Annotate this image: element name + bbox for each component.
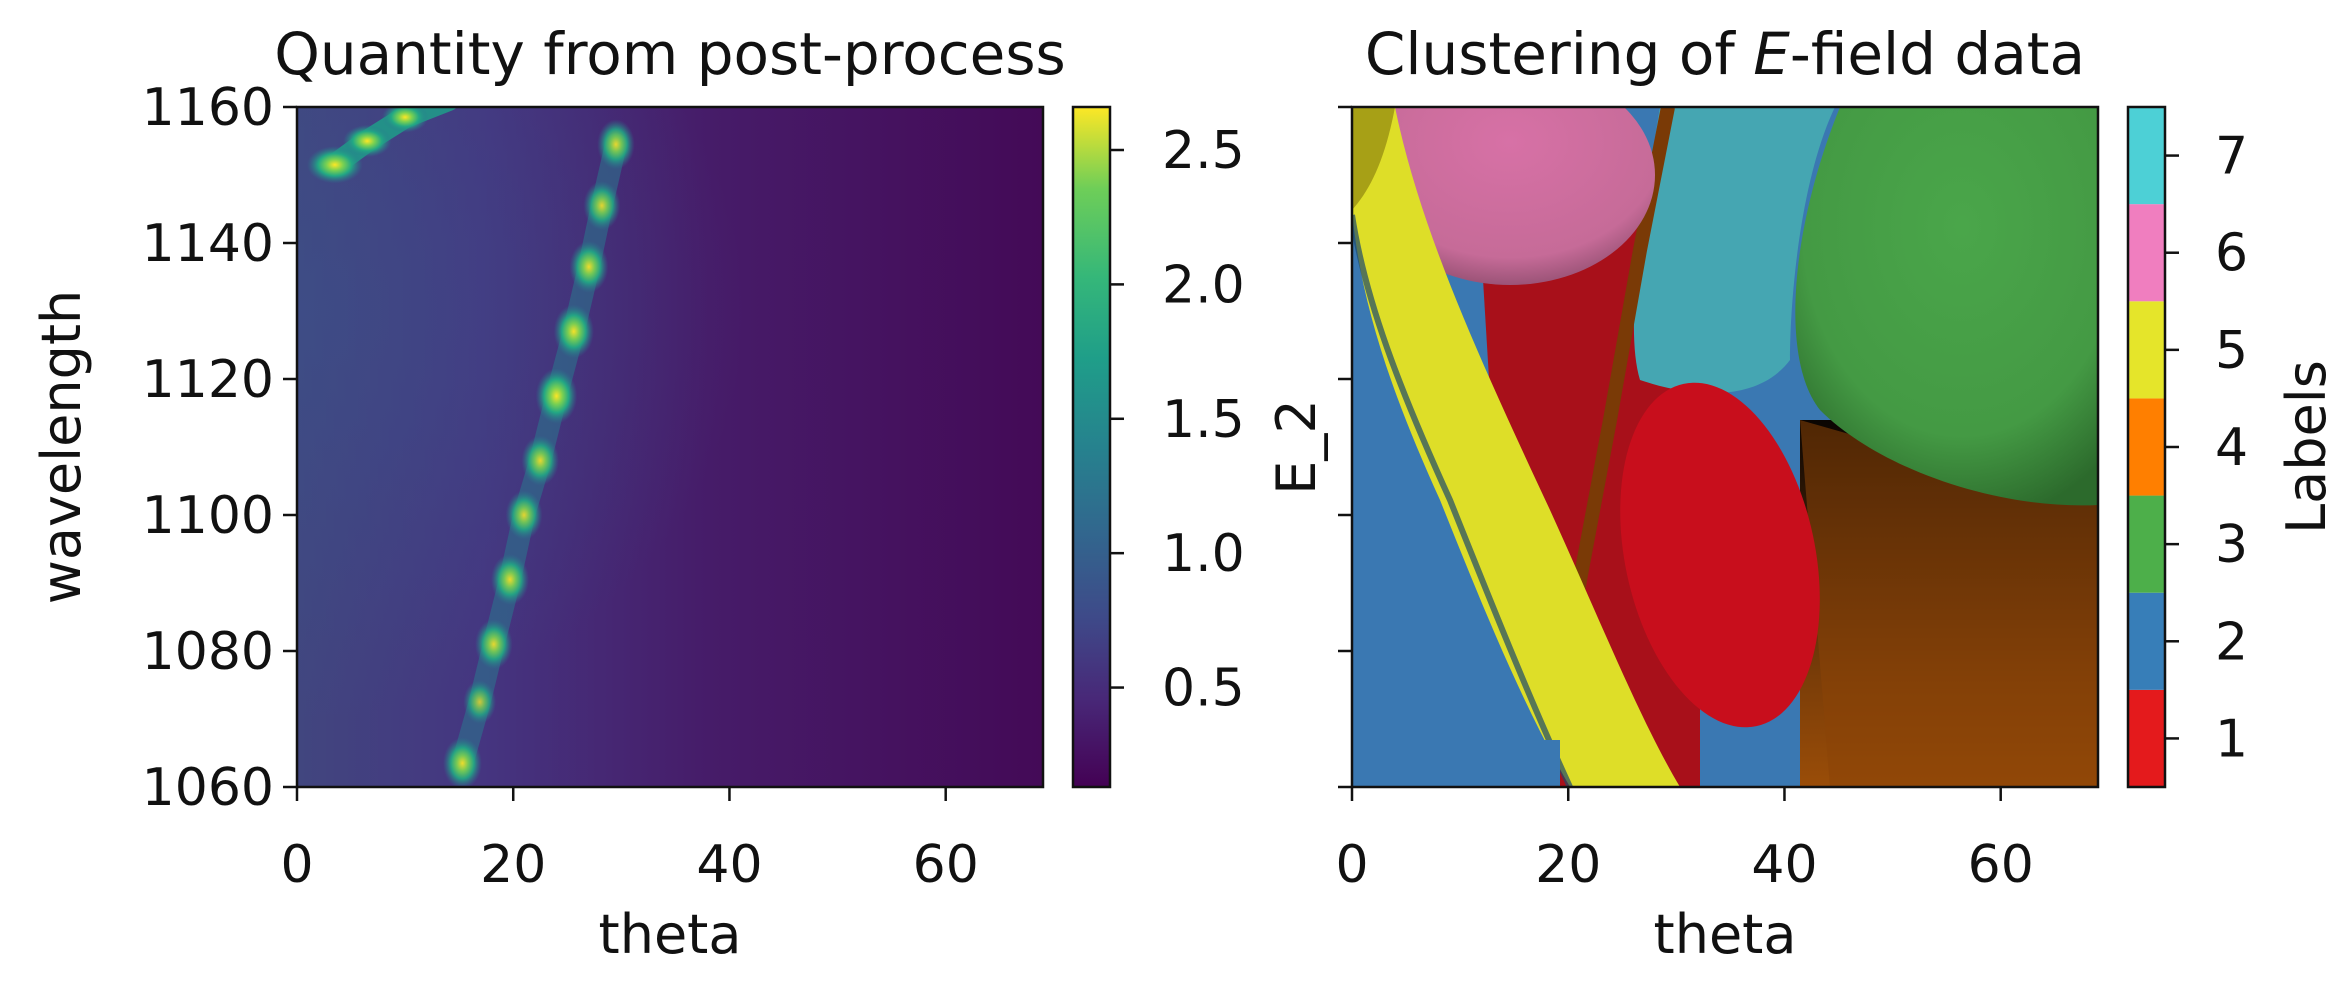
resonance-band	[306, 107, 635, 787]
cluster-region-3	[1795, 107, 2098, 506]
resonance-point	[569, 240, 609, 293]
left-y-axis-label: wavelength	[30, 290, 93, 605]
heatmap-left: 0 20 40 60 1060 1080 1100 1120 1140 1160 Quantit…	[30, 20, 1066, 966]
cluster-region-5	[1352, 107, 1680, 787]
y-tick-label: 1060	[142, 758, 274, 818]
y-tick-label: 1080	[142, 622, 274, 682]
x-tick-label: 60	[913, 835, 979, 895]
heatmap-left-frame	[295, 105, 1045, 789]
colorbar-segment	[2128, 107, 2165, 205]
heatmap-right: 0 20 40 60 Clustering of E-field data theta…	[1265, 20, 2100, 966]
colorbar-segment	[2128, 398, 2165, 496]
cluster-region-7	[1633, 107, 1835, 394]
y-tick-label: 1100	[142, 486, 274, 546]
cluster-region-6	[1365, 107, 1655, 285]
resonance-point	[505, 490, 543, 540]
resonance-point	[463, 680, 497, 724]
colorbar-tick-label: 2	[2215, 612, 2248, 672]
y-tick-label: 1120	[142, 350, 274, 410]
resonance-point	[475, 619, 513, 670]
resonance-point	[490, 554, 530, 606]
x-tick-label: 20	[1535, 835, 1601, 895]
colorbar-right: 1 2 3 4 5 6 7 Labels	[2126, 105, 2338, 789]
colorbar-tick-label: 0.5	[1162, 659, 1245, 719]
colorbar-tick-label: 1	[2215, 709, 2248, 769]
resonance-point	[521, 435, 560, 486]
resonance-arc-point	[343, 124, 392, 158]
resonance-point	[442, 737, 482, 787]
colorbar-tick-label: 5	[2215, 321, 2248, 381]
x-tick-label: 40	[696, 835, 762, 895]
colorbar-segment	[2128, 592, 2165, 690]
colorbar-tick-label: 7	[2215, 127, 2248, 187]
x-tick-label: 60	[1968, 835, 2034, 895]
resonance-point	[535, 368, 578, 424]
left-y-axis: 1060 1080 1100 1120 1140 1160	[142, 78, 297, 818]
colorbar-tick-label: 4	[2215, 418, 2248, 478]
colorbar-left-ticks: 0.5 1.0 1.5 2.0 2.5	[1110, 121, 1245, 719]
colorbar-segment	[2128, 689, 2165, 787]
resonance-point	[597, 119, 635, 170]
colorbar-segment	[2128, 301, 2165, 399]
x-tick-label: 0	[280, 835, 313, 895]
right-x-axis-label: theta	[1654, 903, 1797, 966]
colorbar-segment	[2128, 204, 2165, 302]
colorbar-tick-label: 1.5	[1162, 390, 1245, 450]
right-x-axis: 0 20 40 60	[1335, 787, 2034, 895]
x-tick-label: 20	[480, 835, 546, 895]
colorbar-left: 0.5 1.0 1.5 2.0 2.5	[1071, 105, 1245, 789]
colorbar-right-segments	[2128, 107, 2165, 787]
resonance-point	[553, 304, 594, 359]
heatmap-left-glow	[297, 107, 1043, 787]
left-chart-title: Quantity from post-process	[274, 20, 1066, 88]
x-tick-label: 0	[1335, 835, 1368, 895]
cluster-region-5-edge	[1352, 214, 1573, 787]
right-y-axis	[1338, 105, 1352, 789]
colorbar-tick-label: 3	[2215, 515, 2248, 575]
cluster-region-1-blob	[1620, 382, 1820, 728]
resonance-point	[583, 181, 621, 231]
colorbar-tick-label: 6	[2215, 224, 2248, 284]
y-tick-label: 1140	[142, 214, 274, 274]
colorbar-tick-label: 1.0	[1162, 524, 1245, 584]
colorbar-right-label: Labels	[2275, 360, 2338, 534]
cluster-region-5-upper	[1352, 107, 1395, 210]
colorbar-segment	[2128, 495, 2165, 593]
cluster-region-4-fade	[1800, 420, 2098, 787]
right-y-axis-label: E_2	[1265, 399, 1328, 494]
heatmap-right-frame	[1350, 105, 2100, 789]
colorbar-tick-label: 2.0	[1162, 255, 1245, 315]
right-chart-title: Clustering of E-field data	[1365, 20, 2085, 88]
y-tick-label: 1160	[142, 78, 274, 138]
resonance-arc-point	[382, 107, 429, 133]
colorbar-left-gradient	[1071, 105, 1112, 789]
colorbar-right-ticks: 1 2 3 4 5 6 7	[2165, 127, 2248, 769]
colorbar-tick-label: 2.5	[1162, 121, 1245, 181]
left-x-axis: 0 20 40 60	[280, 787, 979, 895]
x-tick-label: 40	[1751, 835, 1817, 895]
cluster-region-2-fragment	[1530, 740, 1560, 787]
left-x-axis-label: theta	[599, 903, 742, 966]
resonance-arc-point	[306, 146, 363, 184]
